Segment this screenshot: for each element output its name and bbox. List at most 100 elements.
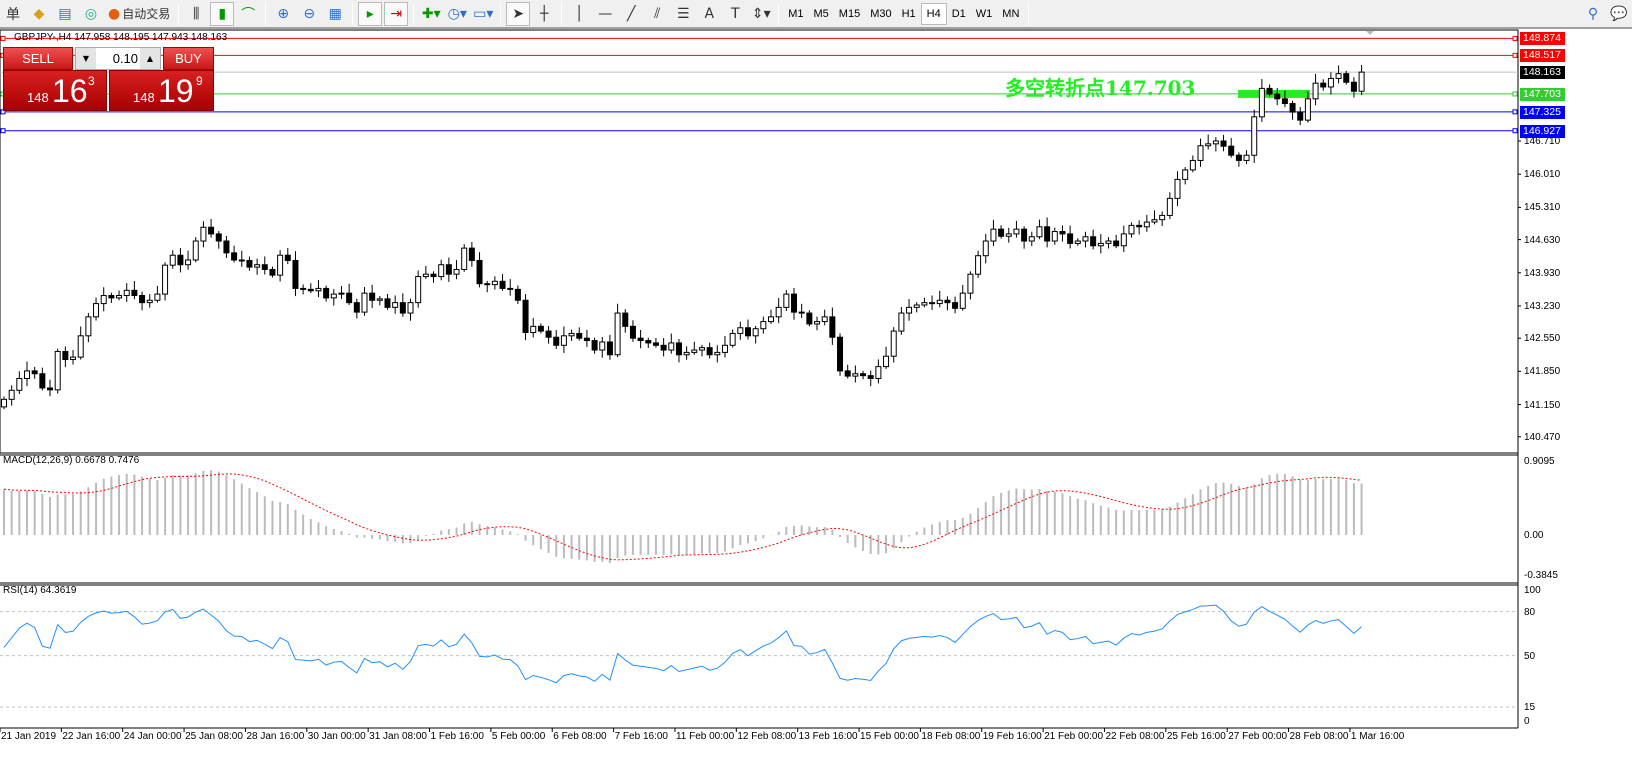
zoom-out-icon[interactable]: ⊖	[303, 5, 316, 22]
autoscroll-icon[interactable]: ▸	[358, 1, 383, 26]
navigator-icon[interactable]: ▤	[58, 5, 72, 22]
cursor-icon[interactable]: ➤	[506, 1, 531, 26]
trendline-icon[interactable]: ╱	[627, 5, 636, 22]
bull-candle	[407, 302, 414, 314]
text-icon[interactable]: A	[704, 5, 715, 22]
price-line-label[interactable]: 148.517	[1520, 49, 1565, 63]
bear-candle	[300, 287, 307, 290]
separator	[413, 2, 415, 25]
separator	[778, 2, 780, 25]
bull-candle	[560, 335, 567, 346]
vertical-line-icon[interactable]: │	[575, 5, 584, 22]
bull-candle	[392, 302, 399, 308]
bull-candle	[1166, 197, 1173, 216]
line-chart-icon[interactable]: ⌒	[241, 6, 256, 23]
price-line-label[interactable]: 147.703	[1520, 87, 1565, 101]
time-label: 31 Jan 08:00	[369, 731, 427, 742]
bull-candle	[1128, 224, 1135, 235]
bull-candle	[123, 289, 130, 297]
time-label: 22 Jan 16:00	[62, 731, 121, 742]
sell-button[interactable]: SELL	[3, 47, 73, 70]
bear-candle	[31, 370, 38, 375]
bear-candle	[238, 259, 245, 262]
periods-icon[interactable]: ◷▾	[447, 5, 467, 22]
bear-candle	[629, 325, 636, 339]
text-label-icon[interactable]: T	[730, 5, 740, 22]
arrows-icon[interactable]: ⇕▾	[751, 5, 771, 22]
bull-candle	[422, 273, 429, 278]
bull-candle	[1258, 87, 1265, 118]
lot-size-stepper[interactable]: ▼ 0.10 ▲	[75, 47, 161, 70]
timeframe-D1[interactable]: D1	[951, 7, 966, 20]
price-tick-label: 142.550	[1524, 333, 1561, 345]
timeframe-MN[interactable]: MN	[1002, 7, 1020, 20]
bull-candle	[1304, 98, 1311, 121]
zoom-in-icon[interactable]: ⊕	[277, 5, 290, 22]
bull-candle	[668, 342, 675, 351]
bar-chart-icon[interactable]: ⫼	[193, 5, 200, 22]
bear-candle	[1297, 111, 1304, 121]
lot-decrease-button[interactable]: ▼	[76, 48, 96, 69]
bear-candle	[1281, 98, 1288, 105]
price-line-label[interactable]: 148.163	[1520, 66, 1565, 80]
chart-canvas[interactable]	[0, 29, 1632, 774]
search-icon[interactable]: ⚲	[1587, 5, 1599, 22]
bull-candle	[93, 303, 100, 318]
bear-candle	[1059, 231, 1066, 235]
templates-icon[interactable]: ▭▾	[473, 5, 494, 22]
bull-candle	[1243, 154, 1250, 161]
bull-candle	[192, 240, 199, 261]
timeframe-H4[interactable]: H4	[920, 2, 947, 25]
horizontal-line-icon[interactable]: —	[598, 5, 613, 22]
pivot-annotation[interactable]: 多空转折点147.703	[1005, 76, 1196, 100]
bull-candle	[959, 292, 966, 309]
candlestick-icon[interactable]: ▮	[210, 1, 235, 26]
bull-candle	[913, 304, 920, 308]
bull-candle	[1197, 145, 1204, 161]
line-anchor	[1512, 91, 1518, 97]
crosshair-icon[interactable]: ┼	[540, 5, 549, 22]
timeframe-M1[interactable]: M1	[788, 7, 804, 20]
price-line-label[interactable]: 147.325	[1520, 105, 1565, 119]
timeframe-M15[interactable]: M15	[838, 7, 861, 20]
bull-candle	[1005, 233, 1012, 237]
chat-icon[interactable]: 💬	[1610, 5, 1628, 22]
time-label: 22 Feb 08:00	[1105, 731, 1165, 742]
time-label: 28 Feb 08:00	[1289, 731, 1349, 742]
timeframe-M30[interactable]: M30	[870, 7, 892, 20]
sell-price[interactable]: 148 16 3	[3, 70, 107, 111]
lot-increase-button[interactable]: ▲	[140, 48, 160, 69]
bear-candle	[484, 283, 491, 286]
chart-shift-icon[interactable]: ⇥	[384, 1, 409, 26]
timeframe-H1[interactable]: H1	[901, 7, 916, 20]
timeframe-W1[interactable]: W1	[975, 7, 993, 20]
separator	[561, 2, 563, 25]
bull-candle	[530, 325, 537, 333]
bear-candle	[1289, 103, 1296, 113]
bull-candle	[330, 293, 337, 299]
price-line-label[interactable]: 148.874	[1520, 32, 1565, 46]
buy-price[interactable]: 148 19 9	[109, 70, 214, 111]
auto-trade-button[interactable]: ● 自动交易	[105, 2, 173, 26]
auto-trading-icon: ●	[108, 5, 121, 22]
equidistant-channel-icon[interactable]: ⫽	[654, 5, 661, 22]
time-label: 12 Feb 08:00	[737, 731, 797, 742]
bear-candle	[507, 287, 514, 290]
price-tick-label: 141.150	[1524, 399, 1561, 411]
bull-candle	[1212, 140, 1219, 145]
line-anchor	[1512, 128, 1518, 134]
bull-candle	[154, 293, 161, 301]
signals-icon[interactable]: ◎	[84, 5, 98, 22]
fibonacci-icon[interactable]: ☰	[676, 5, 690, 22]
lot-input[interactable]: 0.10	[112, 51, 138, 66]
time-label: 11 Feb 00:00	[675, 731, 735, 742]
tile-windows-icon[interactable]: ▦	[328, 5, 342, 22]
bear-candle	[591, 340, 598, 351]
market-watch-icon[interactable]: ◆	[33, 5, 45, 22]
time-label: 21 Feb 00:00	[1044, 731, 1104, 742]
new-indicator-icon[interactable]: ✚▾	[421, 5, 441, 22]
timeframe-M5[interactable]: M5	[813, 7, 829, 20]
buy-button[interactable]: BUY	[163, 47, 214, 70]
bull-candle	[737, 327, 744, 334]
price-line-label[interactable]: 146.927	[1520, 124, 1565, 138]
